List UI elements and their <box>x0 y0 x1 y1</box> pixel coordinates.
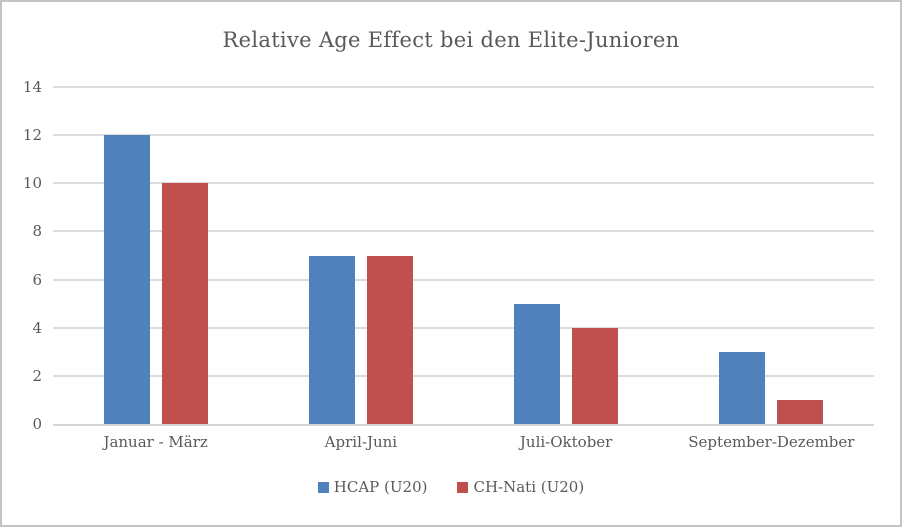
chart-title: Relative Age Effect bei den Elite-Junior… <box>222 28 680 52</box>
x-axis-tick-label: Januar - März <box>103 433 208 451</box>
gridline <box>53 230 874 233</box>
legend-item-ch-nati: CH-Nati (U20) <box>457 478 584 496</box>
gridline <box>53 374 874 377</box>
legend-label-ch-nati: CH-Nati (U20) <box>473 478 585 496</box>
legend-item-hcap: HCAP (U20) <box>317 478 428 496</box>
bar-series-1-category-0 <box>161 183 208 424</box>
y-axis-tick-label: 2 <box>32 366 42 385</box>
bar-series-0-category-1 <box>308 255 355 424</box>
x-axis-labels: Januar - März April-Juni Juli-Oktober Septe… <box>53 433 874 455</box>
gridline <box>53 134 874 137</box>
y-axis-tick-label: 14 <box>22 78 42 96</box>
y-axis-tick-label: 4 <box>32 318 42 337</box>
gridline <box>53 326 874 329</box>
gridline <box>53 278 874 281</box>
y-axis-tick-label: 8 <box>32 222 42 241</box>
bar-series-1-category-3 <box>777 399 824 424</box>
y-axis-tick-label: 0 <box>32 415 42 433</box>
x-axis-tick-label: Juli-Oktober <box>519 433 613 451</box>
bar-series-1-category-2 <box>572 327 619 424</box>
y-axis: 0 2 4 6 8 10 12 14 <box>2 78 42 433</box>
bar-series-0-category-0 <box>103 135 150 424</box>
x-axis-tick-label: April-Juni <box>324 433 398 451</box>
bar-series-0-category-3 <box>719 351 766 424</box>
plot-area <box>53 86 874 426</box>
legend-swatch-hcap-icon <box>317 481 329 493</box>
gridline <box>53 182 874 185</box>
bar-series-1-category-1 <box>366 255 413 424</box>
bars-layer <box>53 87 874 424</box>
gridline <box>53 86 874 88</box>
x-axis-tick-label: September-Dezember <box>688 433 855 451</box>
bar-group <box>53 87 258 424</box>
y-axis-tick-label: 12 <box>22 126 42 145</box>
bar-series-0-category-2 <box>514 303 561 424</box>
y-axis-tick-label: 10 <box>22 174 42 193</box>
legend-label-hcap: HCAP (U20) <box>333 478 428 496</box>
legend-swatch-ch-nati-icon <box>457 481 469 493</box>
bar-group <box>669 87 874 424</box>
bar-group <box>464 87 669 424</box>
y-axis-tick-label: 6 <box>32 270 42 289</box>
bar-group <box>258 87 463 424</box>
legend: HCAP (U20) CH-Nati (U20) <box>2 478 900 496</box>
